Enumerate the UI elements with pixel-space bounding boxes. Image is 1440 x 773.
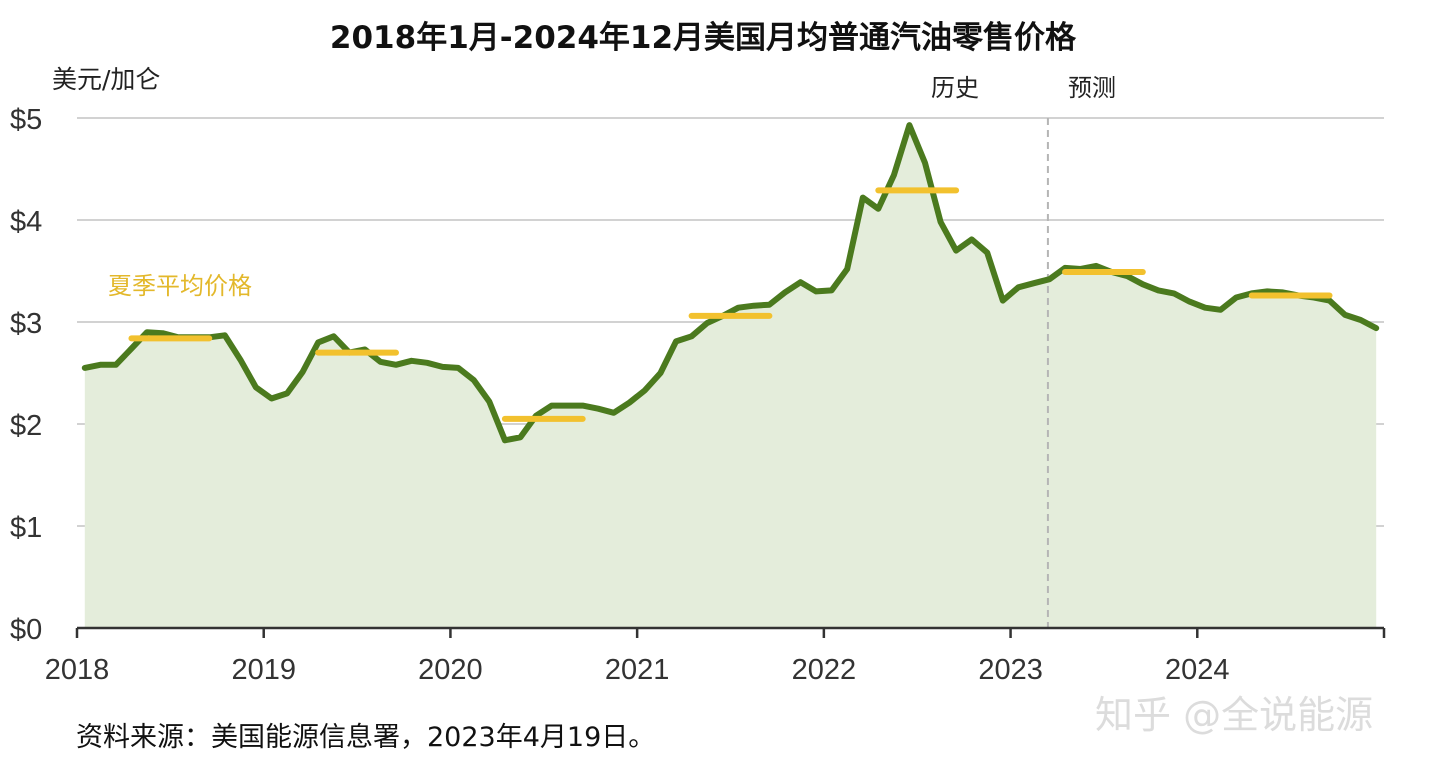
- x-tick-label: 2022: [792, 654, 857, 686]
- history-label: 历史: [931, 74, 979, 102]
- y-tick-labels: $0 $1 $2 $3 $4 $5: [10, 104, 42, 646]
- y-tick-label: $2: [10, 410, 42, 442]
- y-tick-label: $1: [10, 512, 42, 544]
- summer-average-bars: [128, 187, 1333, 422]
- forecast-label: 预测: [1068, 74, 1116, 102]
- y-tick-label: $4: [10, 206, 42, 238]
- x-tick-labels: 2018 2019 2020 2021 2022 2023 2024: [45, 654, 1230, 686]
- axes: [75, 626, 1386, 638]
- area-fill-layer: [84, 125, 1377, 628]
- y-tick-label: $0: [10, 614, 42, 646]
- y-axis-unit-label: 美元/加仑: [52, 65, 160, 94]
- y-tick-label: $5: [10, 104, 42, 136]
- y-tick-label: $3: [10, 308, 42, 340]
- x-tick-label: 2021: [605, 654, 670, 686]
- summer-average-label: 夏季平均价格: [108, 272, 252, 300]
- x-tick-label: 2024: [1165, 654, 1230, 686]
- chart-title: 2018年1月-2024年12月美国月均普通汽油零售价格: [330, 20, 1077, 56]
- source-note: 资料来源：美国能源信息署，2023年4月19日。: [76, 722, 655, 753]
- x-tick-label: 2018: [45, 654, 110, 686]
- x-tick-label: 2020: [418, 654, 483, 686]
- x-tick-label: 2023: [978, 654, 1043, 686]
- x-tick-label: 2019: [231, 654, 296, 686]
- price-area: [84, 125, 1377, 628]
- price-line: [81, 122, 1380, 444]
- watermark: 知乎 @全说能源: [1095, 693, 1373, 737]
